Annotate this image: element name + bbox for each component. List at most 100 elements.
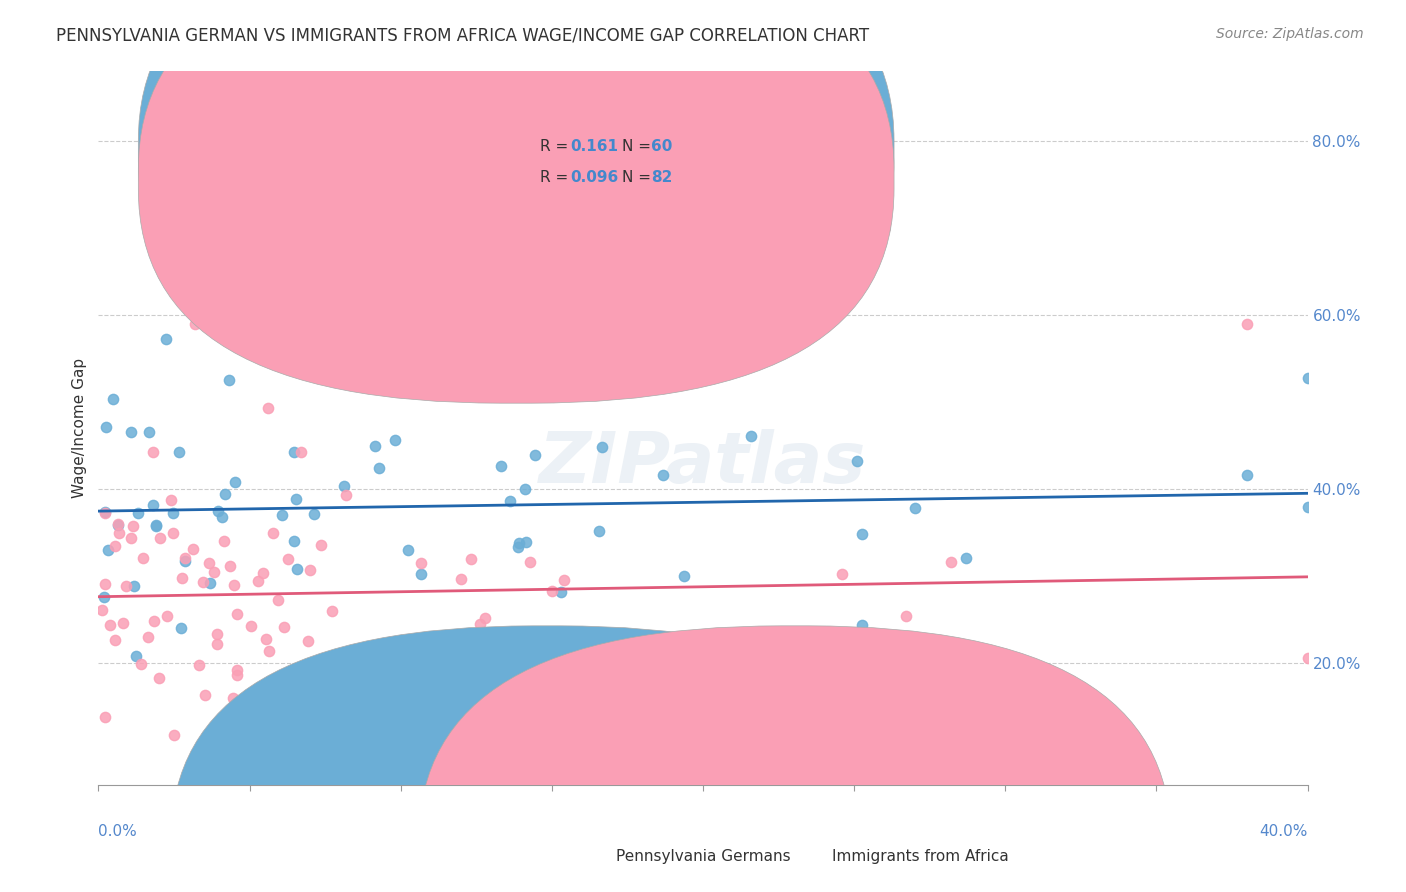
Point [270, 684, 292, 698]
Point [181, 542, 204, 557]
Point [283, 534, 305, 549]
FancyBboxPatch shape [419, 626, 1171, 892]
Point [831, 566, 853, 581]
Point [1074, 683, 1097, 698]
Point [162, 525, 184, 540]
Point [335, 488, 357, 502]
Point [138, 425, 160, 439]
Point [101, 392, 124, 407]
Point [160, 492, 183, 507]
Point [145, 519, 167, 533]
Point [257, 644, 280, 658]
Point [540, 584, 562, 599]
Point [302, 507, 325, 521]
Point [298, 563, 321, 577]
Point [149, 531, 172, 545]
Point [460, 551, 482, 566]
Point [142, 444, 165, 458]
Point [226, 663, 249, 677]
Point [270, 508, 292, 522]
Point [207, 504, 229, 518]
Text: ZIPatlas: ZIPatlas [540, 429, 866, 499]
FancyBboxPatch shape [479, 121, 890, 235]
Point [114, 579, 136, 593]
Point [489, 458, 512, 473]
Text: Source: ZipAtlas.com: Source: ZipAtlas.com [1216, 27, 1364, 41]
Point [97, 542, 120, 557]
Point [309, 538, 332, 552]
Point [107, 516, 129, 531]
Point [225, 696, 247, 710]
Point [468, 617, 491, 632]
Point [162, 506, 184, 520]
Point [267, 592, 290, 607]
Point [411, 556, 433, 570]
Point [219, 558, 242, 573]
Point [122, 519, 145, 533]
Point [384, 433, 406, 447]
Point [188, 658, 211, 673]
Point [321, 604, 343, 618]
FancyBboxPatch shape [138, 0, 894, 375]
Point [246, 574, 269, 588]
Point [280, 762, 302, 776]
Point [1236, 317, 1258, 331]
Point [163, 728, 186, 742]
Point [173, 554, 195, 568]
Point [1296, 371, 1319, 385]
Point [508, 536, 530, 550]
Point [672, 569, 695, 583]
Point [547, 657, 569, 671]
Text: 0.161: 0.161 [569, 139, 619, 153]
Point [225, 607, 247, 621]
Point [1236, 468, 1258, 483]
Point [129, 657, 152, 672]
Point [955, 551, 977, 566]
Text: 40.0%: 40.0% [1260, 824, 1308, 839]
Point [257, 706, 280, 721]
Point [136, 631, 159, 645]
Point [284, 491, 307, 506]
Point [1296, 650, 1319, 665]
Point [904, 501, 927, 516]
Point [104, 539, 127, 553]
Point [120, 531, 142, 545]
Point [519, 555, 541, 569]
Text: Immigrants from Africa: Immigrants from Africa [832, 849, 1010, 864]
Text: 0.096: 0.096 [569, 170, 619, 186]
Point [283, 444, 305, 458]
Point [262, 526, 284, 541]
Point [239, 619, 262, 633]
Point [307, 742, 329, 756]
Point [523, 448, 546, 462]
Point [145, 518, 167, 533]
Point [93, 577, 115, 591]
Text: 82: 82 [651, 170, 672, 186]
Point [107, 517, 129, 532]
Point [845, 454, 868, 468]
Point [125, 649, 148, 664]
Point [553, 573, 575, 587]
Point [499, 493, 522, 508]
Point [111, 615, 134, 630]
Point [228, 728, 250, 742]
Point [155, 332, 177, 346]
Point [98, 618, 121, 632]
Point [588, 524, 610, 538]
Point [94, 710, 117, 724]
Point [240, 336, 263, 351]
Point [322, 308, 344, 322]
Point [148, 671, 170, 685]
Point [218, 373, 240, 387]
Point [740, 428, 762, 442]
Text: 60: 60 [651, 139, 672, 153]
Text: N =: N = [621, 170, 655, 186]
Text: PENNSYLVANIA GERMAN VS IMMIGRANTS FROM AFRICA WAGE/INCOME GAP CORRELATION CHART: PENNSYLVANIA GERMAN VS IMMIGRANTS FROM A… [56, 27, 869, 45]
Point [939, 555, 962, 569]
Point [364, 438, 387, 452]
Point [93, 590, 115, 604]
Point [211, 509, 233, 524]
Text: 0.0%: 0.0% [98, 824, 138, 839]
Point [591, 440, 613, 454]
Point [620, 638, 643, 652]
